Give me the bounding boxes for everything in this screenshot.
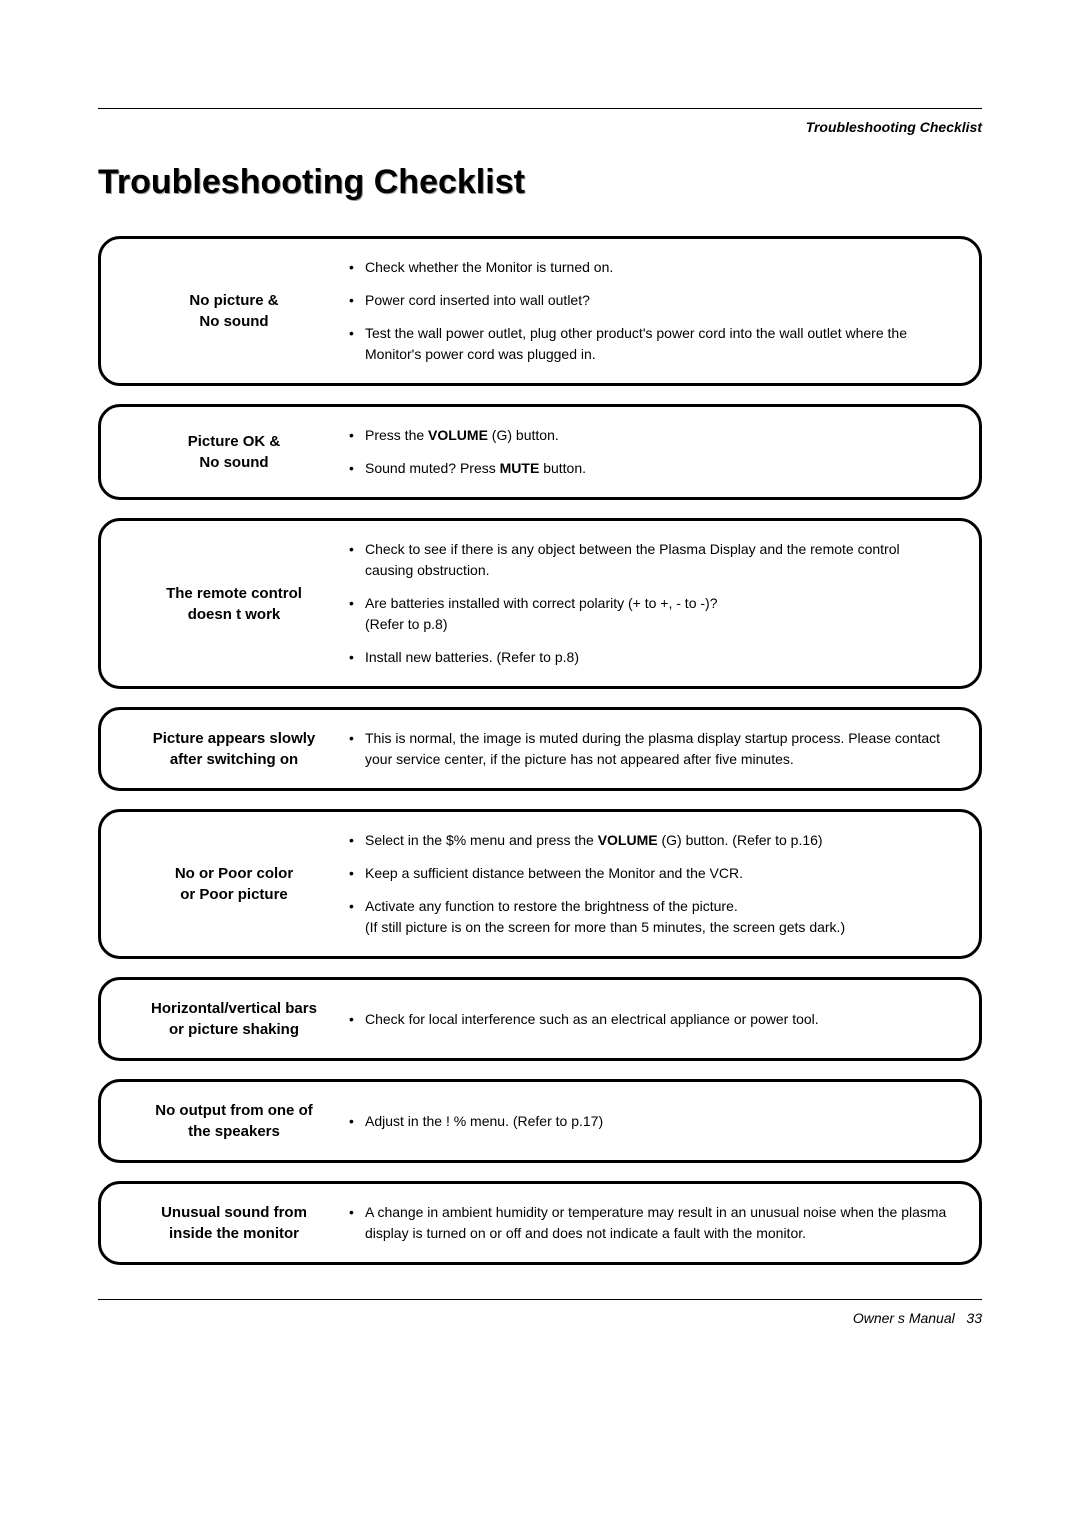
item-text: Install new batteries. (Refer to p.8) [365, 649, 579, 665]
box-heading-line: Unusual sound from [129, 1202, 339, 1223]
item-text: Check for local interference such as an … [365, 1011, 819, 1027]
header-rule [98, 108, 982, 109]
box-heading-line: Picture appears slowly [129, 728, 339, 749]
item-text: Keep a sufficient distance between the M… [365, 865, 743, 881]
box-heading: Picture OK &No sound [129, 431, 349, 473]
box-item: Keep a sufficient distance between the M… [349, 863, 951, 884]
box-heading-line: Horizontal/vertical bars [129, 998, 339, 1019]
box-items: Check whether the Monitor is turned on. P… [349, 257, 951, 365]
box-items: Check for local interference such as an … [349, 1009, 951, 1030]
box-item: Install new batteries. (Refer to p.8) [349, 647, 951, 668]
box-item: Test the wall power outlet, plug other p… [349, 323, 951, 365]
box-heading-line: or picture shaking [129, 1019, 339, 1040]
box-item: Sound muted? Press MUTE button. [349, 458, 951, 479]
item-text: Press the [365, 427, 428, 443]
box-item: Are batteries installed with correct pol… [349, 593, 951, 635]
box-heading-line: doesn t work [129, 604, 339, 625]
box-item-list: Check whether the Monitor is turned on. P… [349, 257, 951, 365]
footer-text: Owner s Manual 33 [98, 1310, 982, 1326]
box-heading-line: No sound [129, 311, 339, 332]
box-heading: No or Poor coloror Poor picture [129, 863, 349, 905]
box-heading-line: No or Poor color [129, 863, 339, 884]
box-heading-line: No picture & [129, 290, 339, 311]
item-bold-text: VOLUME [598, 832, 658, 848]
page: Troubleshooting Checklist Troubleshootin… [0, 0, 1080, 1366]
checklist-box: Horizontal/vertical barsor picture shaki… [98, 977, 982, 1061]
item-text: This is normal, the image is muted durin… [365, 730, 940, 767]
footer-page-number: 33 [966, 1310, 982, 1326]
checklist-box: Unusual sound frominside the monitor A ch… [98, 1181, 982, 1265]
item-text: (If still picture is on the screen for m… [365, 919, 845, 935]
footer-rule [98, 1299, 982, 1300]
box-items: Press the VOLUME (G) button. Sound muted?… [349, 425, 951, 479]
box-heading-line: inside the monitor [129, 1223, 339, 1244]
box-item-list: Press the VOLUME (G) button. Sound muted?… [349, 425, 951, 479]
box-item: Activate any function to restore the bri… [349, 896, 951, 938]
item-text: Sound muted? Press [365, 460, 500, 476]
checklist-box: No or Poor coloror Poor pictureSelect in… [98, 809, 982, 959]
checklist-box: Picture appears slowlyafter switching on… [98, 707, 982, 791]
item-bold-text: MUTE [500, 460, 540, 476]
footer-label: Owner s Manual [853, 1310, 955, 1326]
checklist-box: No picture &No soundCheck whether the Mo… [98, 236, 982, 386]
box-item-list: Check to see if there is any object betw… [349, 539, 951, 668]
item-text: Check to see if there is any object betw… [365, 541, 900, 578]
box-items: Check to see if there is any object betw… [349, 539, 951, 668]
box-heading-line: Picture OK & [129, 431, 339, 452]
box-heading-line: No sound [129, 452, 339, 473]
box-heading-line: after switching on [129, 749, 339, 770]
item-text: Select in the $% menu and press the [365, 832, 598, 848]
box-heading: Picture appears slowlyafter switching on [129, 728, 349, 770]
checklist-box: The remote controldoesn t work Check to s… [98, 518, 982, 689]
box-item-list: This is normal, the image is muted durin… [349, 728, 951, 770]
header-section-label: Troubleshooting Checklist [98, 119, 982, 135]
box-heading-line: the speakers [129, 1121, 339, 1142]
box-heading: No picture &No sound [129, 290, 349, 332]
item-text: Check whether the Monitor is turned on. [365, 259, 613, 275]
box-item: Adjust in the ! % menu. (Refer to p.17) [349, 1111, 951, 1132]
item-text: Power cord inserted into wall outlet? [365, 292, 590, 308]
box-heading: No output from one ofthe speakers [129, 1100, 349, 1142]
box-item-list: A change in ambient humidity or temperat… [349, 1202, 951, 1244]
item-text: button. [539, 460, 586, 476]
item-text: Test the wall power outlet, plug other p… [365, 325, 907, 362]
item-text: Are batteries installed with correct pol… [365, 595, 717, 611]
box-items: Select in the $% menu and press the VOLU… [349, 830, 951, 938]
box-heading-line: No output from one of [129, 1100, 339, 1121]
item-text: Adjust in the ! % menu. (Refer to p.17) [365, 1113, 603, 1129]
box-item: Check to see if there is any object betw… [349, 539, 951, 581]
checklist-container: No picture &No soundCheck whether the Mo… [98, 236, 982, 1265]
box-heading: Horizontal/vertical barsor picture shaki… [129, 998, 349, 1040]
box-item-list: Select in the $% menu and press the VOLU… [349, 830, 951, 938]
item-text: Activate any function to restore the bri… [365, 898, 738, 914]
box-item-list: Adjust in the ! % menu. (Refer to p.17) [349, 1111, 951, 1132]
box-items: This is normal, the image is muted durin… [349, 728, 951, 770]
item-text: A change in ambient humidity or temperat… [365, 1204, 946, 1241]
box-item: This is normal, the image is muted durin… [349, 728, 951, 770]
item-text: (Refer to p.8) [365, 616, 447, 632]
checklist-box: Picture OK &No soundPress the VOLUME (G)… [98, 404, 982, 500]
box-items: A change in ambient humidity or temperat… [349, 1202, 951, 1244]
box-items: Adjust in the ! % menu. (Refer to p.17) [349, 1111, 951, 1132]
box-heading-line: The remote control [129, 583, 339, 604]
box-heading-line: or Poor picture [129, 884, 339, 905]
box-heading: The remote controldoesn t work [129, 583, 349, 625]
item-text: ) button. (Refer to p.16) [677, 832, 823, 848]
item-text: ) button. [507, 427, 558, 443]
item-bold-text: VOLUME [428, 427, 488, 443]
glyph-icon: G [666, 832, 677, 848]
box-item-list: Check for local interference such as an … [349, 1009, 951, 1030]
box-item: Press the VOLUME (G) button. [349, 425, 951, 446]
box-item: Check whether the Monitor is turned on. [349, 257, 951, 278]
glyph-icon: G [496, 427, 507, 443]
box-item: Check for local interference such as an … [349, 1009, 951, 1030]
box-item: Select in the $% menu and press the VOLU… [349, 830, 951, 851]
box-item: A change in ambient humidity or temperat… [349, 1202, 951, 1244]
item-text: ( [658, 832, 667, 848]
page-title: Troubleshooting Checklist [98, 163, 982, 202]
box-item: Power cord inserted into wall outlet? [349, 290, 951, 311]
checklist-box: No output from one ofthe speakers Adjust … [98, 1079, 982, 1163]
box-heading: Unusual sound frominside the monitor [129, 1202, 349, 1244]
